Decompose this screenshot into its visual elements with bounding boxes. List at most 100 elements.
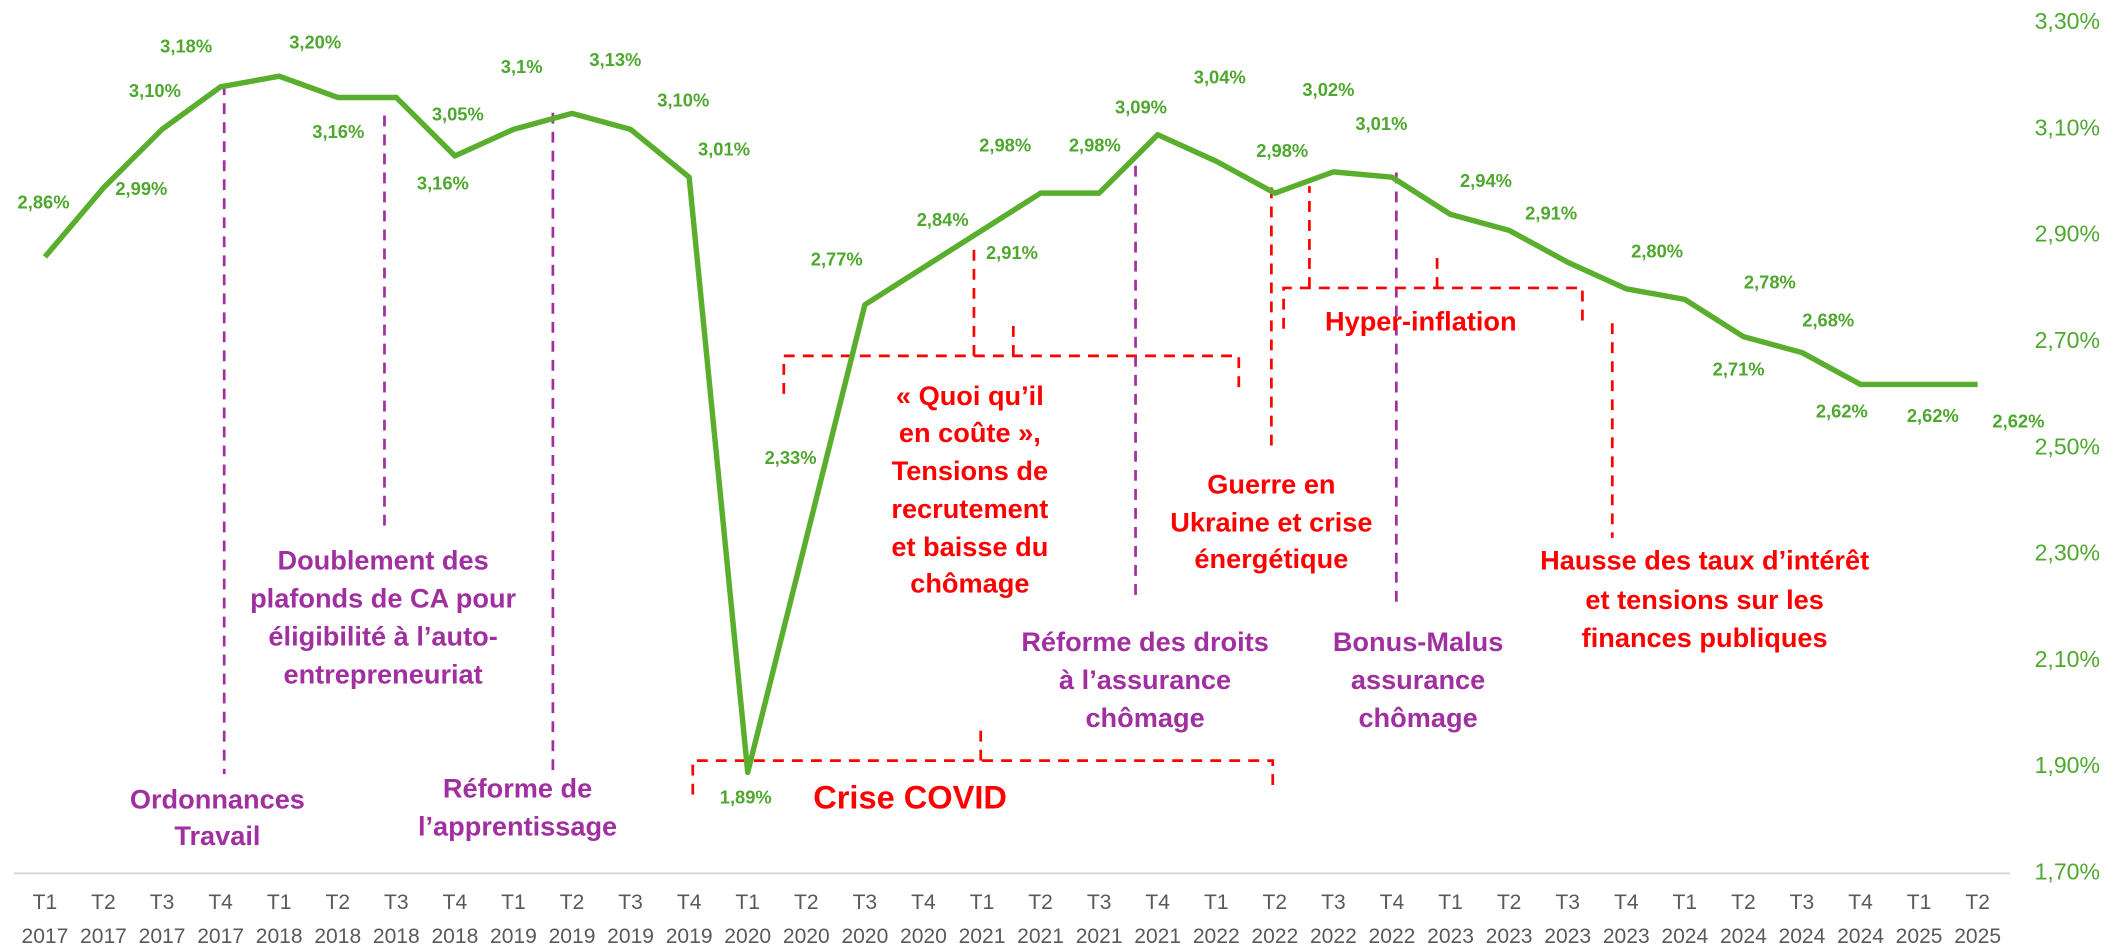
data-label: 2,62% (1907, 405, 1959, 426)
data-label: 3,10% (129, 80, 181, 101)
annotation-text: recrutement (891, 493, 1048, 524)
x-tick-year: 2021 (1017, 925, 1064, 946)
annotation-text: Crise COVID (813, 779, 1007, 816)
data-label: 3,01% (698, 139, 750, 160)
data-line (42, 73, 1978, 776)
x-tick-year: 2019 (490, 925, 537, 946)
x-tick-year: 2021 (959, 925, 1006, 946)
x-tick-year: 2021 (1134, 925, 1181, 946)
x-tick-quarter: T2 (325, 891, 350, 914)
purple-dashed-lines (222, 84, 1398, 775)
y-tick-label: 1,70% (2035, 858, 2100, 884)
annotation-text: Travail (174, 820, 260, 851)
x-tick-year: 2022 (1193, 925, 1240, 946)
x-tick-quarter: T1 (267, 891, 292, 914)
x-tick-year: 2024 (1661, 925, 1708, 946)
x-tick-year: 2019 (666, 925, 713, 946)
annotation-text: Ordonnances (130, 784, 305, 815)
data-label: 3,18% (160, 35, 212, 56)
annotation-text: Bonus-Malus (1333, 626, 1503, 657)
data-label: 2,91% (986, 242, 1038, 263)
x-tick-year: 2017 (21, 925, 68, 946)
x-tick-label: T2 2024 (1720, 891, 1767, 946)
red-dashed-lines (1270, 187, 1614, 538)
x-tick-label: T1 2025 (1896, 891, 1943, 946)
x-tick-quarter: T3 (1321, 891, 1346, 914)
x-tick-label: T2 2022 (1251, 891, 1298, 946)
x-tick-label: T2 2019 (549, 891, 596, 946)
x-tick-label: T1 2020 (724, 891, 771, 946)
annotation-text: Ukraine et crise (1170, 506, 1372, 537)
annotation-text: Réforme de (443, 773, 592, 804)
x-tick-label: T2 2020 (783, 891, 830, 946)
y-tick-label: 2,90% (2035, 221, 2100, 247)
data-label: 2,98% (1069, 135, 1121, 156)
annotation-text: chômage (1358, 702, 1477, 733)
data-label: 3,16% (417, 173, 469, 194)
annotation-text: à l’assurance (1059, 664, 1231, 695)
x-tick-quarter: T2 (1965, 891, 1990, 914)
x-tick-quarter: T3 (618, 891, 643, 914)
annotation-text: Tensions de (892, 455, 1048, 486)
x-tick-year: 2023 (1486, 925, 1533, 946)
x-tick-year: 2020 (724, 925, 771, 946)
x-tick-year: 2024 (1837, 925, 1884, 946)
x-tick-quarter: T4 (1145, 891, 1170, 914)
annotation-text: chômage (910, 568, 1029, 599)
data-label: 3,13% (589, 49, 641, 70)
x-tick-label: T3 2021 (1076, 891, 1123, 946)
annotation-text: Hausse des taux d’intérêt (1540, 544, 1869, 575)
x-tick-quarter: T4 (1848, 891, 1873, 914)
x-tick-quarter: T3 (1555, 891, 1580, 914)
annotation-text: assurance (1351, 664, 1485, 695)
x-tick-year: 2019 (607, 925, 654, 946)
x-tick-label: T3 2024 (1779, 891, 1826, 946)
x-tick-label: T2 2021 (1017, 891, 1064, 946)
x-tick-year: 2023 (1603, 925, 1650, 946)
y-tick-label: 2,50% (2035, 433, 2100, 459)
x-tick-quarter: T3 (853, 891, 878, 914)
x-tick-year: 2018 (314, 925, 361, 946)
annotation-text: et baisse du (891, 531, 1048, 562)
data-label: 1,89% (720, 786, 772, 807)
y-tick-label: 3,10% (2035, 114, 2100, 140)
data-label: 3,1% (501, 56, 543, 77)
data-label: 3,01% (1355, 113, 1407, 134)
data-label: 3,04% (1194, 67, 1246, 88)
data-label: 3,10% (657, 90, 709, 111)
x-tick-year: 2018 (256, 925, 303, 946)
x-tick-quarter: T2 (1263, 891, 1288, 914)
annotation-text: l’apprentissage (418, 811, 617, 842)
x-tick-quarter: T4 (208, 891, 233, 914)
x-tick-year: 2025 (1954, 925, 2001, 946)
annotation-text: « Quoi qu’il (896, 380, 1044, 411)
data-label: 2,33% (765, 447, 817, 468)
data-label: 3,02% (1302, 79, 1354, 100)
y-tick-label: 3,30% (2035, 8, 2100, 34)
x-tick-year: 2024 (1779, 925, 1826, 946)
y-tick-label: 2,10% (2035, 646, 2100, 672)
x-tick-label: T2 2025 (1954, 891, 2001, 946)
x-tick-quarter: T1 (735, 891, 760, 914)
x-tick-label: T4 2017 (197, 891, 244, 946)
x-tick-label: T1 2017 (21, 891, 68, 946)
x-tick-label: T1 2024 (1661, 891, 1708, 946)
x-tick-year: 2017 (197, 925, 244, 946)
x-tick-year: 2024 (1720, 925, 1767, 946)
x-tick-quarter: T2 (560, 891, 585, 914)
data-label: 3,20% (289, 31, 341, 52)
x-tick-quarter: T1 (1438, 891, 1463, 914)
data-label: 2,84% (917, 209, 969, 230)
annotation-text: plafonds de CA pour (250, 583, 516, 614)
x-tick-quarter: T3 (150, 891, 175, 914)
x-tick-year: 2022 (1369, 925, 1416, 946)
annotation-text: entrepreneuriat (283, 659, 482, 690)
x-tick-quarter: T4 (443, 891, 468, 914)
y-tick-label: 2,30% (2035, 540, 2100, 566)
x-tick-year: 2025 (1896, 925, 1943, 946)
x-tick-year: 2017 (80, 925, 127, 946)
x-tick-quarter: T2 (91, 891, 116, 914)
x-tick-quarter: T4 (1380, 891, 1405, 914)
